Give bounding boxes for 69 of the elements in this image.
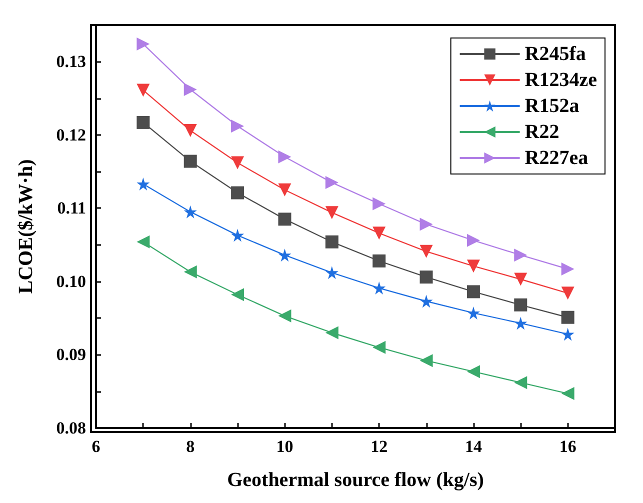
point (136, 38, 150, 51)
point (278, 212, 292, 226)
point (278, 309, 292, 322)
x-tick-label: 14 (464, 437, 482, 456)
point (466, 306, 480, 320)
point (420, 244, 433, 258)
y-axis-title: LCOE($/kW·h) (15, 159, 37, 294)
x-tick-label: 8 (186, 437, 195, 456)
legend-label: R152a (524, 95, 580, 117)
point (372, 340, 386, 354)
point (136, 178, 150, 190)
point (184, 205, 197, 218)
point (136, 116, 150, 129)
y-tick-label: 0.10 (56, 272, 86, 291)
y-tick-label: 0.08 (56, 418, 86, 438)
point (466, 285, 480, 298)
point (514, 272, 528, 286)
point (561, 387, 574, 400)
x-tick-label: 16 (559, 437, 576, 456)
point (420, 294, 433, 308)
legend-label: R1234ze (524, 69, 598, 91)
y-tick-label: 0.13 (56, 52, 86, 72)
legend-label: R22 (524, 121, 560, 143)
x-tick-label: 12 (370, 437, 388, 456)
point (372, 197, 386, 210)
legend-label: R227ea (524, 147, 588, 169)
y-tick-label: 0.12 (56, 125, 86, 144)
point (325, 235, 338, 248)
y-tick-label: 0.09 (56, 345, 86, 364)
point (372, 226, 386, 240)
point (561, 286, 574, 300)
point (514, 376, 528, 390)
point (184, 82, 197, 96)
point (278, 248, 292, 262)
point (514, 298, 528, 312)
point (136, 84, 150, 97)
point (278, 150, 292, 164)
x-axis-title: Geothermal source flow (kg/s) (227, 469, 484, 491)
point (372, 282, 386, 295)
x-tick-label: 6 (92, 437, 100, 456)
point (325, 176, 338, 190)
point (561, 262, 574, 276)
point (325, 326, 338, 340)
point (231, 288, 244, 302)
point (136, 235, 150, 248)
point (184, 154, 197, 168)
point (561, 310, 574, 324)
point (466, 365, 480, 378)
point (514, 248, 528, 262)
point (278, 183, 292, 196)
point (184, 124, 197, 138)
y-tick-label: 0.11 (57, 198, 86, 218)
point (325, 266, 338, 280)
point (231, 156, 244, 170)
point (466, 234, 480, 247)
point (466, 260, 480, 273)
point (184, 265, 197, 278)
point (420, 218, 433, 231)
point (420, 270, 433, 284)
legend-label: R245fa (524, 43, 586, 65)
point (561, 328, 574, 341)
point (231, 120, 244, 133)
point (231, 228, 244, 242)
point (372, 254, 386, 268)
point (514, 316, 528, 330)
x-tick-label: 10 (276, 437, 294, 456)
point (420, 354, 433, 368)
point (325, 206, 338, 220)
point (231, 186, 244, 200)
